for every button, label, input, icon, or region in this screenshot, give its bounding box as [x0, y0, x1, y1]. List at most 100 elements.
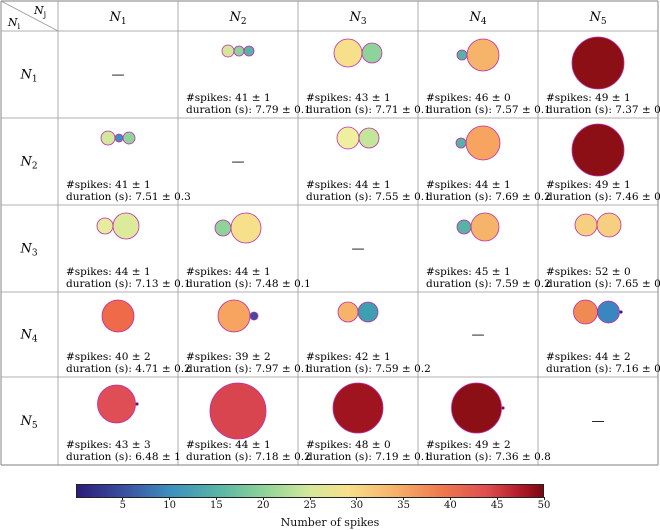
- neuron-circle: [332, 382, 384, 434]
- neuron-circle: [571, 36, 625, 90]
- duration-text: duration (s): 7.36 ± 0.8: [426, 451, 551, 463]
- neuron-circle: [470, 212, 500, 242]
- colorbar-tick-label: 35: [397, 500, 410, 511]
- row-header: N2: [19, 155, 37, 172]
- neuron-circle: [357, 301, 379, 323]
- duration-text: duration (s): 6.48 ± 1: [66, 451, 181, 463]
- corner-col-label: Nj: [33, 4, 46, 19]
- neuron-circle: [230, 212, 262, 244]
- colorbar-tick-label: 5: [119, 500, 126, 511]
- duration-text: duration (s): 7.51 ± 0.3: [66, 191, 191, 203]
- spikes-text: #spikes: 49 ± 1: [546, 179, 631, 191]
- spikes-text: #spikes: 44 ± 1: [186, 439, 271, 451]
- spikes-text: #spikes: 44 ± 1: [66, 266, 151, 278]
- column-header: N1: [108, 10, 126, 27]
- neuron-circle: [100, 130, 116, 146]
- duration-text: duration (s): 7.46 ± 0.2: [546, 191, 660, 203]
- duration-text: duration (s): 4.71 ± 0.2: [66, 363, 191, 375]
- neuron-circle: [114, 133, 124, 143]
- spikes-text: #spikes: 45 ± 1: [426, 266, 511, 278]
- row-header: N4: [19, 328, 37, 345]
- spikes-text: #spikes: 41 ± 1: [186, 92, 271, 104]
- neuron-circle: [456, 219, 472, 235]
- colorbar-tick-mark: [262, 497, 264, 500]
- spikes-text: #spikes: 52 ± 0: [546, 266, 631, 278]
- colorbar-tick-mark: [543, 497, 545, 500]
- diagonal-dash: —: [472, 328, 485, 343]
- duration-text: duration (s): 7.65 ± 0.2: [546, 278, 660, 290]
- column-header: N5: [588, 10, 606, 27]
- spikes-text: #spikes: 49 ± 2: [426, 439, 511, 451]
- spikes-text: #spikes: 44 ± 1: [306, 179, 391, 191]
- spikes-text: #spikes: 49 ± 1: [546, 92, 631, 104]
- duration-text: duration (s): 7.71 ± 0.1: [306, 104, 431, 116]
- spikes-text: #spikes: 48 ± 0: [306, 439, 391, 451]
- duration-text: duration (s): 7.55 ± 0.1: [306, 191, 431, 203]
- neuron-circle: [337, 301, 359, 323]
- neuron-circle: [209, 382, 267, 440]
- duration-text: duration (s): 7.37 ± 0.2: [546, 104, 660, 116]
- neuron-circle: [571, 123, 625, 177]
- colorbar-tick-mark: [309, 497, 311, 500]
- spikes-text: #spikes: 44 ± 1: [186, 266, 271, 278]
- neuron-circle: [101, 299, 135, 333]
- duration-text: duration (s): 7.19 ± 0.1: [306, 451, 431, 463]
- spikes-text: #spikes: 43 ± 1: [306, 92, 391, 104]
- column-header: N4: [468, 10, 486, 27]
- column-header: N2: [228, 10, 246, 27]
- colorbar-tick-label: 40: [444, 500, 457, 511]
- neuron-circle: [451, 382, 502, 434]
- column-header: N3: [348, 10, 366, 27]
- row-header: N3: [19, 242, 37, 259]
- neuron-circle: [455, 137, 467, 149]
- diagonal-dash: —: [352, 242, 365, 257]
- neuron-circle: [466, 38, 500, 72]
- duration-text: duration (s): 7.57 ± 0.1: [426, 104, 551, 116]
- neuron-circle: [597, 300, 620, 324]
- duration-text: duration (s): 7.97 ± 0.1: [186, 363, 311, 375]
- colorbar-tick-mark: [122, 497, 124, 500]
- duration-text: duration (s): 7.13 ± 0.1: [66, 278, 191, 290]
- colorbar-tick-label: 25: [303, 500, 317, 511]
- neuron-circle: [336, 126, 360, 150]
- neuron-circle: [465, 125, 501, 161]
- neuron-circle: [456, 49, 468, 61]
- duration-text: duration (s): 7.59 ± 0.2: [426, 278, 551, 290]
- colorbar-tick-mark: [169, 497, 171, 500]
- duration-text: duration (s): 7.79 ± 0.1: [186, 104, 311, 116]
- row-header: N1: [19, 68, 37, 85]
- spikes-text: #spikes: 44 ± 1: [426, 179, 511, 191]
- colorbar-tick-label: 20: [256, 500, 270, 511]
- neuron-circle: [501, 406, 505, 410]
- neuron-circle: [358, 127, 380, 149]
- colorbar-tick-label: 15: [210, 500, 223, 511]
- neuron-circle: [573, 299, 598, 325]
- neuron-circle: [233, 45, 245, 57]
- spikes-text: #spikes: 43 ± 3: [66, 439, 151, 451]
- duration-text: duration (s): 7.69 ± 0.2: [426, 191, 551, 203]
- colorbar-tick-mark: [403, 497, 405, 500]
- neuron-circle: [243, 45, 255, 57]
- duration-text: duration (s): 7.18 ± 0.2: [186, 451, 311, 463]
- diagonal-dash: —: [112, 68, 125, 83]
- neuron-circle: [97, 384, 136, 424]
- colorbar-tick-mark: [496, 497, 498, 500]
- colorbar-tick-label: 45: [490, 500, 504, 511]
- neuron-circle: [122, 131, 136, 145]
- colorbar-tick-label: 50: [537, 500, 551, 511]
- corner-row-label: Ni: [7, 16, 21, 31]
- duration-text: duration (s): 7.16 ± 0.1: [546, 363, 660, 375]
- neuron-circle: [361, 42, 383, 64]
- neuron-circle: [574, 213, 598, 237]
- spikes-text: #spikes: 41 ± 1: [66, 179, 151, 191]
- neuron-circle: [221, 44, 235, 58]
- colorbar: [76, 484, 544, 498]
- duration-text: duration (s): 7.48 ± 0.1: [186, 278, 311, 290]
- neuron-circle: [596, 212, 622, 238]
- diagonal-dash: —: [592, 414, 605, 429]
- colorbar-tick-label: 10: [163, 500, 176, 511]
- row-header: N5: [19, 414, 37, 431]
- spikes-text: #spikes: 44 ± 2: [546, 351, 631, 363]
- neuron-circle: [217, 299, 251, 333]
- colorbar-label: Number of spikes: [280, 516, 380, 529]
